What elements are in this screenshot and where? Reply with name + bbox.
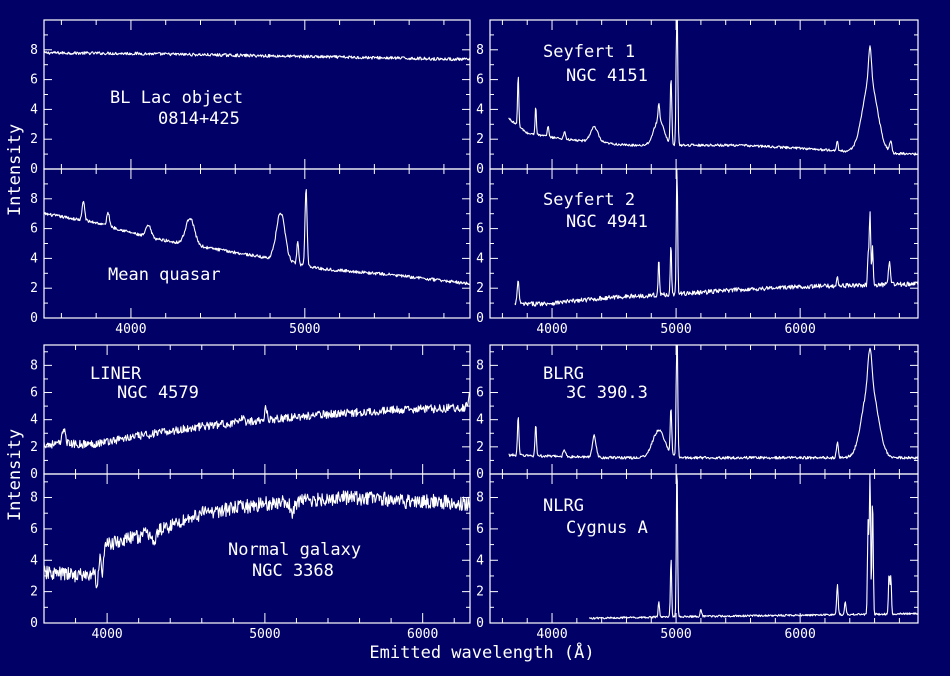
x-tick-label: 4000 — [115, 322, 146, 337]
y-tick-label: 6 — [30, 386, 38, 401]
x-tick-label: 5000 — [660, 322, 691, 337]
panel-title: LINER — [90, 364, 142, 384]
y-tick-label: 6 — [30, 222, 38, 237]
y-tick-label: 4 — [476, 102, 484, 117]
y-tick-label: 6 — [476, 73, 484, 88]
y-tick-label: 8 — [476, 192, 484, 207]
y-tick-label: 8 — [476, 358, 484, 373]
panel-subtitle: Cygnus A — [566, 518, 648, 538]
panel-subtitle: NGC 4579 — [117, 383, 199, 403]
x-tick-label: 5000 — [249, 627, 280, 642]
panel-title: Normal galaxy — [228, 540, 361, 560]
y-tick-label: 4 — [476, 413, 484, 428]
spectrum-line — [43, 50, 471, 62]
panel-title: Seyfert 1 — [543, 42, 635, 62]
x-tick-label: 5000 — [660, 627, 691, 642]
panel-subtitle: NGC 3368 — [252, 561, 334, 581]
y-tick-label: 8 — [30, 192, 38, 207]
y-tick-label: 2 — [476, 585, 484, 600]
x-tick-label: 6000 — [407, 627, 438, 642]
panel-frame — [489, 473, 919, 624]
panel-title: BLRG — [543, 364, 584, 384]
y-tick-label: 2 — [476, 281, 484, 296]
panel-subtitle: NGC 4151 — [566, 66, 648, 86]
y-tick-label: 6 — [476, 222, 484, 237]
y-tick-label: 2 — [476, 440, 484, 455]
panel-title: Mean quasar — [108, 265, 221, 285]
y-tick-label: 4 — [30, 553, 38, 568]
panel-title: Seyfert 2 — [543, 190, 635, 210]
y-tick-label: 4 — [30, 413, 38, 428]
y-tick-label: 4 — [476, 553, 484, 568]
y-tick-label: 0 — [30, 467, 38, 482]
y-tick-label: 6 — [476, 386, 484, 401]
x-tick-label: 6000 — [784, 627, 815, 642]
y-tick-label: 0 — [476, 162, 484, 177]
x-tick-label: 4000 — [536, 322, 567, 337]
x-tick-label: 6000 — [784, 322, 815, 337]
spectrum-line — [43, 392, 470, 449]
spectrum-line — [514, 168, 919, 307]
y-tick-label: 2 — [30, 132, 38, 147]
panel-subtitle: 0814+425 — [158, 109, 240, 129]
y-tick-label: 0 — [476, 467, 484, 482]
y-tick-label: 8 — [30, 43, 38, 58]
y-axis-title-bottom: Intensity — [5, 429, 25, 521]
panel-subtitle: NGC 4941 — [566, 212, 648, 232]
y-tick-label: 2 — [30, 585, 38, 600]
y-tick-label: 6 — [476, 522, 484, 537]
x-tick-label: 4000 — [536, 627, 567, 642]
x-tick-label: 5000 — [289, 322, 320, 337]
y-tick-label: 8 — [30, 358, 38, 373]
y-tick-label: 2 — [30, 281, 38, 296]
panel-frame — [43, 473, 471, 624]
panel-subtitle: 3C 390.3 — [566, 383, 648, 403]
panel-mean-quasar: 0 2 4 6 8 4000 5000 Mean quasar — [30, 168, 471, 337]
spectrum-line — [508, 19, 918, 156]
y-tick-label: 0 — [476, 311, 484, 326]
y-tick-label: 0 — [30, 616, 38, 631]
y-tick-label: 6 — [30, 73, 38, 88]
panel-title: BL Lac object — [110, 88, 243, 108]
spectrum-line — [508, 344, 919, 460]
spectrum-line — [43, 189, 471, 286]
spectrum-line — [43, 490, 470, 589]
y-tick-label: 0 — [30, 311, 38, 326]
x-axis-title: Emitted wavelength (Å) — [369, 641, 594, 663]
y-tick-label: 4 — [30, 102, 38, 117]
x-tick-label: 4000 — [91, 627, 122, 642]
y-tick-label: 8 — [30, 491, 38, 506]
y-tick-label: 4 — [30, 251, 38, 266]
y-tick-label: 8 — [476, 43, 484, 58]
panel-title: NLRG — [543, 496, 584, 516]
y-tick-label: 2 — [476, 132, 484, 147]
spectrum-line — [588, 473, 919, 620]
y-tick-label: 8 — [476, 491, 484, 506]
y-axis-title-top: Intensity — [5, 124, 25, 216]
y-tick-label: 2 — [30, 440, 38, 455]
y-tick-label: 0 — [30, 162, 38, 177]
y-tick-label: 6 — [30, 522, 38, 537]
y-tick-label: 0 — [476, 616, 484, 631]
y-tick-label: 4 — [476, 251, 484, 266]
